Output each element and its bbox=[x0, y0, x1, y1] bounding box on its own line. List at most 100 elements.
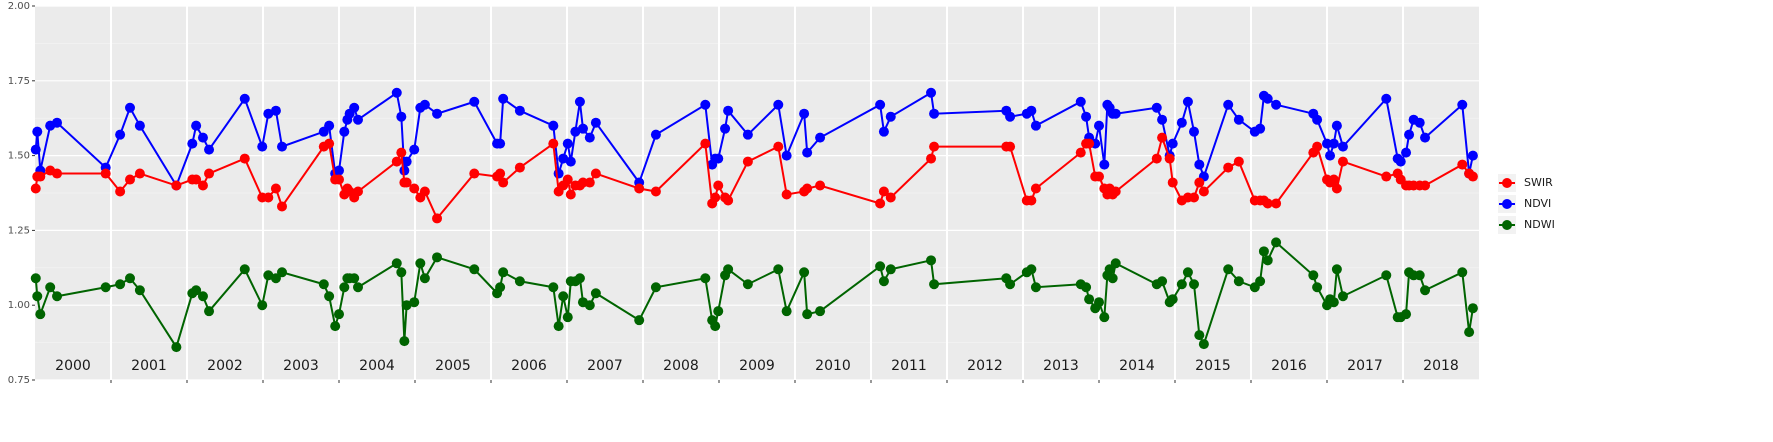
data-point bbox=[35, 171, 46, 182]
data-point bbox=[263, 270, 274, 281]
data-point bbox=[134, 120, 145, 131]
data-point bbox=[401, 156, 412, 167]
data-point bbox=[1223, 264, 1234, 275]
data-point bbox=[1194, 177, 1205, 188]
data-point bbox=[1081, 111, 1092, 122]
data-point bbox=[1030, 120, 1041, 131]
data-point bbox=[802, 309, 813, 320]
data-point bbox=[415, 258, 426, 269]
data-point bbox=[885, 111, 896, 122]
data-point bbox=[1457, 267, 1468, 278]
data-point bbox=[257, 141, 268, 152]
data-point bbox=[100, 282, 111, 293]
data-point bbox=[713, 180, 724, 191]
data-point bbox=[700, 138, 711, 149]
data-point bbox=[558, 153, 569, 164]
data-point bbox=[52, 117, 63, 128]
data-point bbox=[396, 147, 407, 158]
data-point bbox=[324, 138, 335, 149]
data-point bbox=[1312, 282, 1323, 293]
data-point bbox=[875, 198, 886, 209]
data-point bbox=[171, 342, 182, 353]
data-point bbox=[1084, 138, 1095, 149]
data-point bbox=[1099, 159, 1110, 170]
data-point bbox=[1167, 294, 1178, 305]
data-point bbox=[723, 264, 734, 275]
data-point bbox=[802, 183, 813, 194]
data-point bbox=[929, 279, 940, 290]
data-point bbox=[570, 126, 581, 137]
data-point bbox=[1328, 174, 1339, 185]
data-point bbox=[330, 321, 341, 332]
data-point bbox=[773, 264, 784, 275]
data-point bbox=[742, 129, 753, 140]
data-point bbox=[1198, 339, 1209, 350]
data-point bbox=[1467, 303, 1478, 314]
data-point bbox=[1176, 117, 1187, 128]
data-point bbox=[926, 87, 937, 98]
data-point bbox=[30, 273, 41, 284]
data-point bbox=[773, 99, 784, 110]
data-point bbox=[409, 297, 420, 308]
data-point bbox=[514, 162, 525, 173]
data-point bbox=[1026, 195, 1037, 206]
data-point bbox=[1110, 186, 1121, 197]
data-point bbox=[1420, 285, 1431, 296]
data-point bbox=[349, 102, 360, 113]
data-point bbox=[339, 282, 350, 293]
y-tick-label: 1.50 bbox=[8, 151, 30, 162]
data-point bbox=[634, 315, 645, 326]
data-point bbox=[1075, 96, 1086, 107]
data-point bbox=[1189, 192, 1199, 203]
data-point bbox=[720, 123, 731, 134]
legend-label: SWIR bbox=[1524, 176, 1553, 189]
data-point bbox=[1255, 123, 1266, 134]
data-point bbox=[263, 192, 274, 203]
data-point bbox=[197, 180, 208, 191]
data-point bbox=[204, 144, 215, 155]
data-point bbox=[1328, 297, 1339, 308]
data-point bbox=[1099, 312, 1110, 323]
data-point bbox=[191, 174, 202, 185]
data-point bbox=[929, 141, 940, 152]
data-point bbox=[1337, 291, 1348, 302]
data-point bbox=[574, 273, 585, 284]
year-label: 2001 bbox=[131, 358, 167, 374]
data-point bbox=[353, 114, 363, 125]
data-point bbox=[1110, 108, 1121, 119]
data-point bbox=[197, 291, 208, 302]
year-label: 2003 bbox=[283, 358, 319, 374]
data-point bbox=[1005, 279, 1016, 290]
data-point bbox=[277, 201, 287, 212]
data-point bbox=[191, 120, 202, 131]
data-point bbox=[495, 138, 506, 149]
data-point bbox=[1337, 156, 1348, 167]
data-point bbox=[1151, 102, 1162, 113]
data-point bbox=[339, 126, 350, 137]
data-point bbox=[1164, 153, 1175, 164]
data-point bbox=[1414, 117, 1425, 128]
data-point bbox=[1233, 276, 1244, 287]
data-point bbox=[878, 276, 889, 287]
data-point bbox=[318, 279, 329, 290]
data-point bbox=[1233, 156, 1244, 167]
data-point bbox=[270, 105, 281, 116]
data-point bbox=[197, 132, 208, 143]
data-point bbox=[1457, 99, 1468, 110]
data-point bbox=[134, 168, 145, 179]
data-point bbox=[650, 129, 661, 140]
data-point bbox=[885, 264, 896, 275]
data-point bbox=[1075, 147, 1086, 158]
year-label: 2006 bbox=[511, 358, 547, 374]
data-point bbox=[1030, 282, 1041, 293]
data-point bbox=[1176, 279, 1187, 290]
data-point bbox=[634, 183, 645, 194]
data-point bbox=[125, 102, 135, 113]
data-point bbox=[590, 168, 601, 179]
data-point bbox=[1467, 150, 1478, 161]
year-label: 2004 bbox=[359, 358, 395, 374]
data-point bbox=[878, 186, 889, 197]
year-label: 2005 bbox=[435, 358, 471, 374]
data-point bbox=[1030, 183, 1041, 194]
data-point bbox=[469, 96, 480, 107]
